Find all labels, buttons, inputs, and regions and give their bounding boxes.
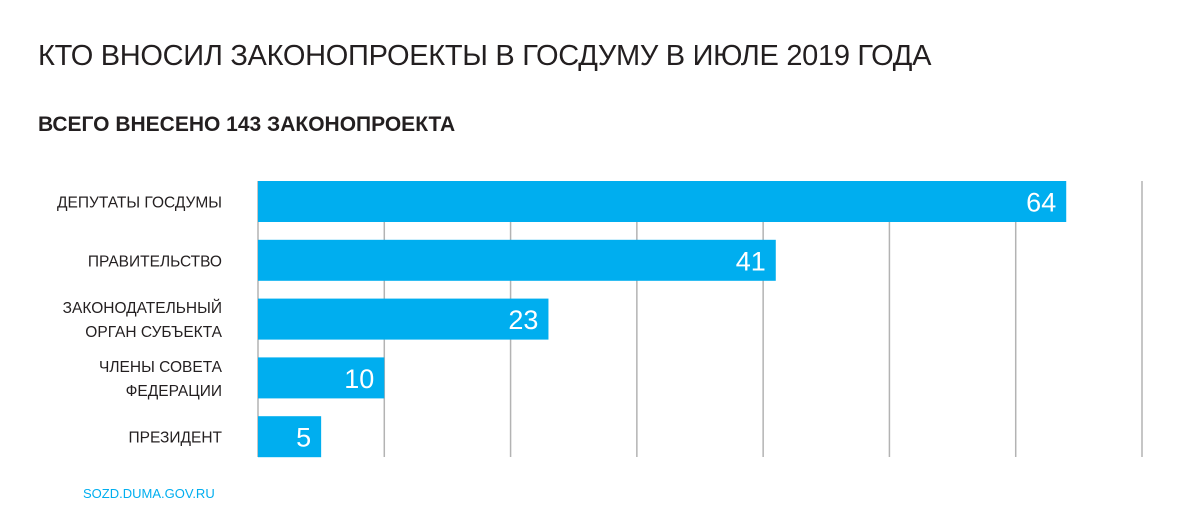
source-link[interactable]: SOZD.DUMA.GOV.RU	[83, 486, 215, 501]
category-label: ДЕПУТАТЫ ГОСДУМЫ	[57, 195, 222, 212]
data-label: 23	[508, 305, 538, 335]
category-label: ЧЛЕНЫ СОВЕТА	[99, 359, 223, 376]
bar	[258, 298, 549, 340]
bar	[258, 416, 322, 458]
data-label: 64	[1026, 188, 1056, 218]
bar	[258, 239, 776, 281]
chart-title: КТО ВНОСИЛ ЗАКОНОПРОЕКТЫ В ГОСДУМУ В ИЮЛ…	[38, 40, 932, 72]
bar	[258, 181, 1067, 222]
category-label: ЗАКОНОДАТЕЛЬНЫЙ	[63, 299, 222, 317]
bar	[258, 357, 385, 399]
data-label: 41	[736, 246, 766, 276]
data-label: 10	[344, 364, 374, 394]
category-label: ФЕДЕРАЦИИ	[126, 383, 222, 400]
chart-subtitle: ВСЕГО ВНЕСЕНО 143 ЗАКОНОПРОЕКТА	[38, 113, 456, 136]
category-label: ПРЕЗИДЕНТ	[129, 430, 223, 447]
data-label: 5	[296, 423, 311, 453]
category-label: ОРГАН СУБЪЕКТА	[85, 324, 222, 341]
category-label: ПРАВИТЕЛЬСТВО	[88, 253, 222, 270]
